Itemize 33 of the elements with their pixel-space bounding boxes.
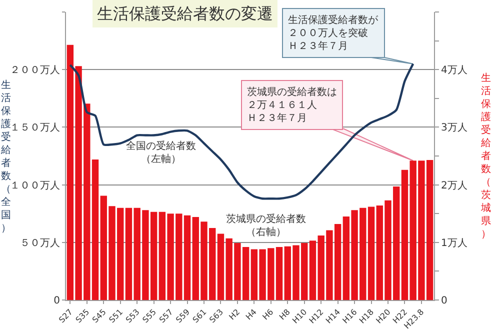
- line-series: [69, 62, 414, 200]
- x-tick-label: H6: [260, 307, 276, 322]
- annotation: 全国の受給者数（左軸）: [126, 140, 196, 165]
- bar: [401, 170, 408, 300]
- x-tick-label: S59: [174, 307, 192, 325]
- text: 生活保護受給者数（全国）: [1, 80, 11, 234]
- y-tick-label: 0: [54, 296, 60, 306]
- x-tick-label: S51: [107, 307, 125, 325]
- y2-tick-label: 0: [441, 296, 448, 306]
- x-tick-label: S45: [90, 307, 108, 325]
- annotation: 生活保護受給者数が２００万人を突破Ｈ２３年７月: [288, 14, 379, 52]
- y2-tick-label: 3万人: [441, 122, 468, 134]
- y-tick-label: １００万人: [10, 180, 60, 192]
- x-tick-label: S53: [124, 307, 142, 325]
- x-tick-label: H8: [278, 307, 292, 322]
- y-tick-label: １５０万人: [10, 122, 60, 134]
- x-tick-label: S35: [74, 307, 92, 325]
- x-tick-label: H2: [227, 307, 242, 322]
- x-tick-label: S63: [208, 307, 225, 325]
- annotation: 茨城県の受給者数（右軸）: [226, 213, 306, 238]
- annotation: 茨城県の受給者数は２万４１６１人Ｈ２３年７月: [247, 86, 337, 124]
- x-tick-label: S61: [191, 307, 208, 325]
- y-tick-label: ５０万人: [20, 238, 60, 249]
- bar: [309, 240, 316, 300]
- y-tick-label: ２００万人: [10, 65, 60, 76]
- y2-tick-label: 4万人: [441, 65, 468, 76]
- chart-title: 生活保護受給者数の変遷: [97, 4, 273, 23]
- y2-tick-label: 1万人: [441, 238, 468, 249]
- bar: [217, 234, 224, 300]
- bar: [125, 208, 132, 300]
- text: 生活保護受給者数（茨城県）: [481, 73, 491, 240]
- y2-tick-label: 2万人: [441, 180, 468, 192]
- x-tick-label: H4: [244, 307, 258, 322]
